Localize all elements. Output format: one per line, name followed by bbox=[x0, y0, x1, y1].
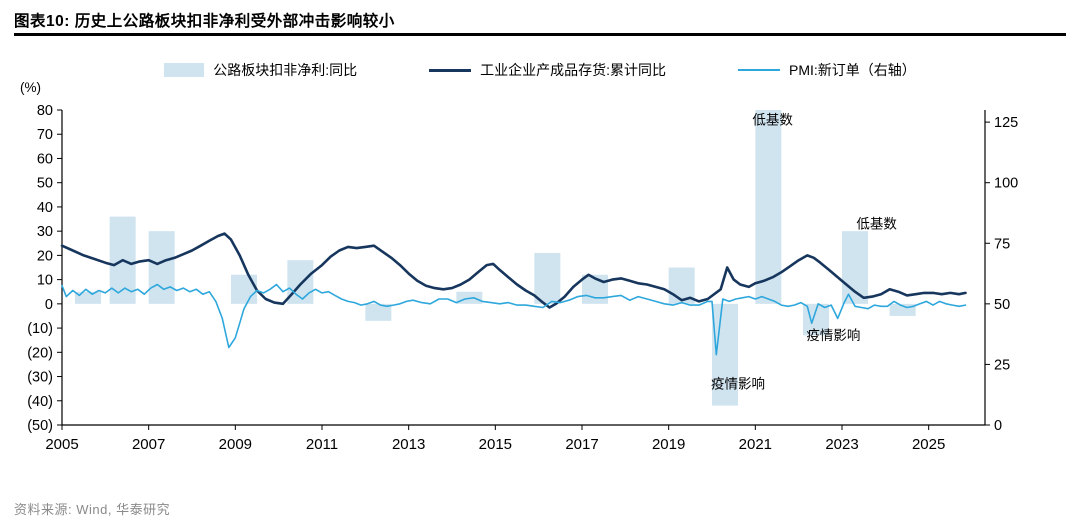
legend-item-bars: 公路板块扣非净利:同比 bbox=[164, 60, 357, 80]
chart-area: 80 70 60 50 40 30 20 10 0 (10) (20) (30) (40) (50) 125… bbox=[0, 95, 1080, 465]
svg-text:0: 0 bbox=[994, 418, 1002, 434]
legend-item-inventory: 工业企业产成品存货:累计同比 bbox=[429, 60, 666, 80]
svg-text:60: 60 bbox=[37, 151, 53, 167]
inventory-line bbox=[60, 232, 967, 309]
svg-text:(20): (20) bbox=[27, 345, 53, 361]
source-note: 资料来源: Wind, 华泰研究 bbox=[14, 502, 171, 517]
legend-item-pmi: PMI:新订单（右轴） bbox=[738, 60, 916, 80]
svg-text:2013: 2013 bbox=[392, 436, 425, 453]
bar bbox=[534, 252, 561, 304]
svg-text:2023: 2023 bbox=[825, 436, 858, 453]
bars-series bbox=[75, 110, 916, 406]
svg-text:2009: 2009 bbox=[219, 436, 252, 453]
legend-label-bars: 公路板块扣非净利:同比 bbox=[213, 62, 358, 78]
svg-text:2019: 2019 bbox=[652, 436, 685, 453]
line-swatch-icon bbox=[429, 68, 472, 72]
svg-text:低基数: 低基数 bbox=[752, 112, 793, 128]
svg-text:80: 80 bbox=[37, 103, 53, 119]
line-swatch-icon bbox=[738, 69, 780, 71]
svg-text:70: 70 bbox=[37, 127, 53, 143]
bar-swatch-icon bbox=[164, 63, 205, 77]
svg-text:2007: 2007 bbox=[132, 436, 165, 453]
svg-text:50: 50 bbox=[994, 297, 1010, 313]
bar bbox=[755, 110, 782, 304]
svg-text:2011: 2011 bbox=[306, 436, 338, 453]
legend-label-pmi: PMI:新订单（右轴） bbox=[789, 62, 916, 78]
svg-text:(30): (30) bbox=[27, 370, 53, 386]
svg-text:2005: 2005 bbox=[45, 436, 78, 453]
title-underline bbox=[14, 33, 1066, 36]
svg-text:2017: 2017 bbox=[565, 436, 598, 453]
svg-text:(50): (50) bbox=[27, 418, 53, 434]
svg-text:25: 25 bbox=[994, 357, 1010, 373]
svg-text:10: 10 bbox=[37, 273, 53, 289]
svg-text:(10): (10) bbox=[27, 321, 53, 337]
axes bbox=[61, 110, 986, 426]
svg-text:20: 20 bbox=[37, 248, 53, 264]
left-axis-unit: (%) bbox=[20, 80, 41, 95]
svg-text:2021: 2021 bbox=[739, 436, 772, 453]
legend-label-inventory: 工业企业产成品存货:累计同比 bbox=[480, 62, 666, 78]
svg-text:2015: 2015 bbox=[479, 436, 512, 453]
svg-text:40: 40 bbox=[37, 200, 53, 216]
bar bbox=[231, 274, 257, 304]
svg-text:低基数: 低基数 bbox=[856, 216, 897, 232]
chart-svg: 80706050403020100(10)(20)(30)(40)(50)125… bbox=[27, 103, 1018, 453]
svg-text:疫情影响: 疫情影响 bbox=[711, 377, 765, 392]
svg-text:疫情影响: 疫情影响 bbox=[806, 328, 860, 343]
bar bbox=[148, 231, 175, 304]
bar bbox=[365, 303, 392, 321]
svg-text:125: 125 bbox=[994, 115, 1018, 131]
svg-text:100: 100 bbox=[994, 176, 1018, 192]
chart-title: 图表10: 历史上公路板块扣非净利受外部冲击影响较小 bbox=[14, 13, 395, 30]
svg-text:50: 50 bbox=[37, 176, 53, 192]
chart-legend: 公路板块扣非净利:同比 工业企业产成品存货:累计同比 PMI:新订单（右轴） bbox=[0, 60, 1080, 80]
svg-text:0: 0 bbox=[45, 297, 53, 313]
svg-text:(40): (40) bbox=[27, 394, 53, 410]
pmi-line bbox=[61, 283, 967, 356]
svg-text:75: 75 bbox=[994, 236, 1010, 252]
svg-text:30: 30 bbox=[37, 224, 53, 240]
svg-text:2025: 2025 bbox=[912, 436, 945, 453]
bar bbox=[75, 291, 101, 304]
